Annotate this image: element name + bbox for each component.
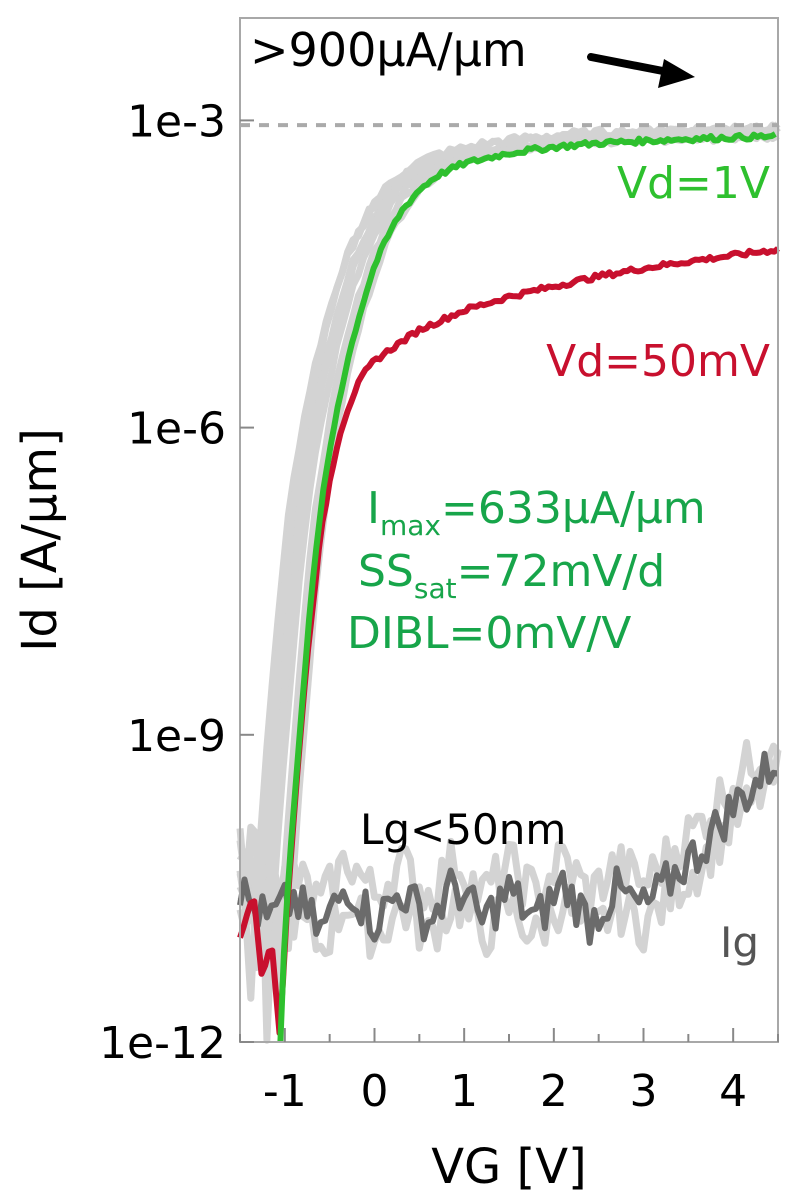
x-tick-label: 1 <box>450 1066 478 1117</box>
y-tick-label: 1e-12 <box>99 1018 226 1069</box>
label-ig: Ig <box>720 918 759 967</box>
series-vd-50mv <box>237 246 780 1037</box>
ss-value: =72mV/d <box>457 546 666 597</box>
y-tick-label: 1e-6 <box>127 404 226 455</box>
y-tick-label: 1e-3 <box>127 96 226 147</box>
x-axis-label: VG [V] <box>431 1139 587 1195</box>
ss-main: SS <box>358 546 414 597</box>
label-vd1: Vd=1V <box>617 158 770 209</box>
annotation-lg: Lg<50nm <box>360 805 566 854</box>
ss-sub: sat <box>414 572 457 605</box>
x-tick-label: 2 <box>540 1066 568 1117</box>
spread-ig-curve <box>236 749 782 960</box>
series-layer <box>237 131 780 1043</box>
annotation-imax: Imax=633µA/µm <box>367 483 706 542</box>
x-tick-label: 3 <box>630 1066 658 1117</box>
x-tick-label: 4 <box>719 1066 747 1117</box>
series-ig <box>237 750 779 946</box>
arrow-icon <box>587 53 695 88</box>
annotation-ss: SSsat=72mV/d <box>358 546 665 605</box>
ticks-layer: -1 0 1 2 3 4 1e-3 1e-6 1e-9 1e-12 <box>99 96 779 1117</box>
series-vd-1v <box>277 131 777 1043</box>
annotation-top: >900µA/µm <box>250 23 527 77</box>
spread-ig-curve <box>236 739 782 919</box>
y-axis-label: Id [A/µm] <box>12 428 68 652</box>
imax-value: =633µA/µm <box>441 483 706 534</box>
x-tick-label: 0 <box>361 1066 389 1117</box>
label-vd50: Vd=50mV <box>546 336 770 387</box>
imax-sub: max <box>380 509 441 542</box>
spread-curve <box>236 121 781 972</box>
y-tick-label: 1e-9 <box>127 711 226 762</box>
annotation-dibl: DIBL=0mV/V <box>347 608 631 659</box>
x-tick-label: -1 <box>263 1066 307 1117</box>
imax-main: I <box>367 483 380 534</box>
